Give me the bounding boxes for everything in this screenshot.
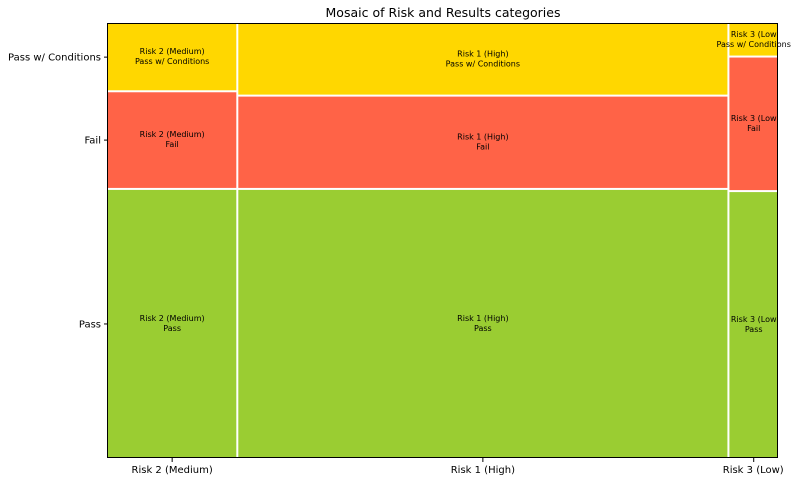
mosaic-cell-risk-2-medium-fail (108, 92, 237, 188)
mosaic-cell-risk-3-low-pass (729, 192, 778, 458)
mosaic-cell-risk-1-high-pass-w-conditions (238, 24, 728, 95)
x-tick-label-risk-1-high: Risk 1 (High) (451, 465, 515, 476)
cell-label-risk-1-high-fail: Risk 1 (High) Fail (457, 132, 508, 151)
cell-label-risk-1-high-pass-w-conditions: Risk 1 (High) Pass w/ Conditions (446, 49, 520, 68)
mosaic-cell-risk-1-high-fail (238, 96, 728, 188)
mosaic-cell-risk-2-medium-pass-w-conditions (108, 24, 237, 91)
y-tick-label-pass: Pass (79, 319, 101, 330)
cell-label-risk-3-low-pass-w-conditions: Risk 3 (Low Pass w/ Conditions (717, 30, 791, 49)
y-axis: Pass Fail Pass w/ Conditions (8, 53, 108, 330)
y-tick-label-fail: Fail (84, 136, 101, 147)
cell-label-risk-3-low-pass: Risk 3 (Low Pass (731, 315, 777, 334)
cell-label-risk-3-low-fail: Risk 3 (Low Fail (731, 114, 777, 133)
cell-label-risk-1-high-pass: Risk 1 (High) Pass (457, 314, 508, 333)
x-axis: Risk 2 (Medium) Risk 1 (High) Risk 3 (Low) (132, 458, 784, 476)
x-tick-label-risk-3-low: Risk 3 (Low) (723, 465, 784, 476)
mosaic-cells (108, 24, 778, 459)
cell-label-risk-2-medium-pass-w-conditions: Risk 2 (Medium) Pass w/ Conditions (135, 47, 209, 66)
chart-title: Mosaic of Risk and Results categories (326, 5, 561, 20)
plot-frame (107, 23, 778, 458)
mosaic-cell-risk-1-high-pass (238, 189, 728, 459)
cell-label-risk-2-medium-pass: Risk 2 (Medium) Pass (140, 314, 205, 333)
mosaic-cell-risk-3-low-pass-w-conditions (729, 24, 778, 56)
mosaic-cell-risk-3-low-fail (729, 57, 778, 191)
cell-label-risk-2-medium-fail: Risk 2 (Medium) Fail (140, 130, 205, 149)
x-tick-label-risk-2-medium: Risk 2 (Medium) (132, 465, 213, 476)
y-tick-label-pass-w-conditions: Pass w/ Conditions (8, 53, 101, 64)
mosaic-cell-risk-2-medium-pass (108, 189, 237, 459)
cell-labels: Risk 2 (Medium) Pass Risk 2 (Medium) Fail Ri… (135, 30, 791, 334)
